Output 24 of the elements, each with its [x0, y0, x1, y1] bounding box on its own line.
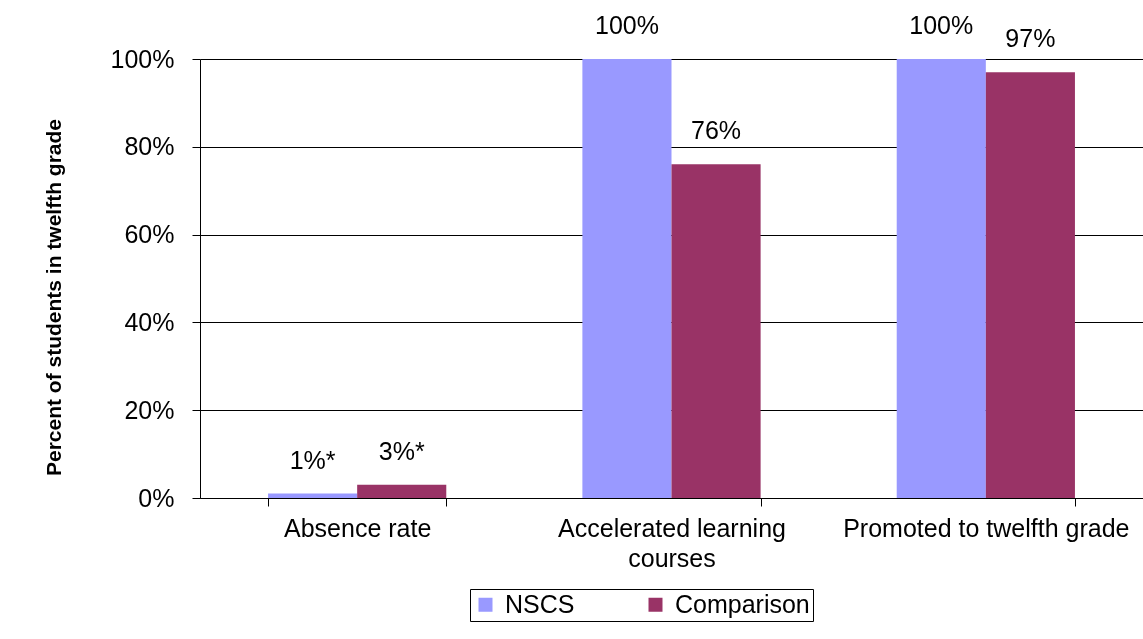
y-tick-label: 100% [110, 44, 175, 73]
bar [671, 164, 761, 498]
y-tick-label: 20% [124, 395, 175, 424]
y-tick-label: 40% [124, 307, 175, 336]
data-label: 1%* [289, 445, 336, 474]
data-label: 100% [594, 11, 659, 39]
data-label: 76% [691, 116, 742, 145]
legend-label: NSCS [505, 589, 575, 618]
y-tick-label: 0% [138, 483, 175, 512]
x-tick-label: Promoted to twelfth grade [843, 513, 1130, 542]
bar [896, 59, 986, 498]
bar [985, 72, 1075, 498]
y-tick-label: 60% [124, 220, 175, 249]
bar [357, 484, 447, 498]
data-label: 100% [909, 11, 974, 39]
x-tick-label: Absence rate [284, 513, 432, 542]
y-axis-title: Percent of students in twelfth grade [41, 118, 65, 477]
x-tick-label: Accelerated learning courses [558, 513, 786, 572]
bar [582, 59, 672, 498]
bar [268, 493, 358, 498]
legend-label: Comparison [675, 589, 810, 618]
data-label: 97% [1005, 24, 1056, 53]
data-label: 3%* [378, 436, 425, 465]
y-tick-label: 80% [124, 132, 175, 161]
